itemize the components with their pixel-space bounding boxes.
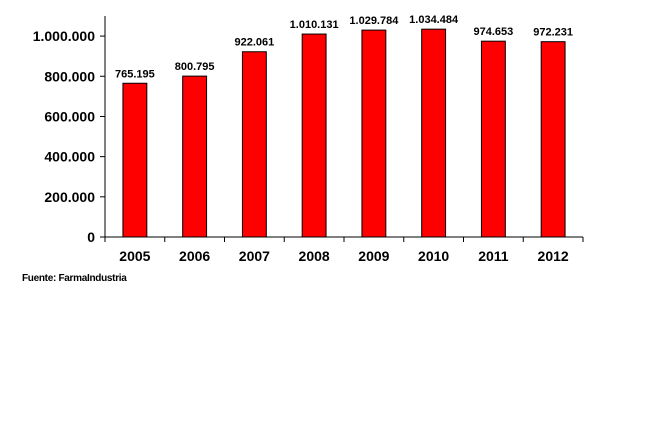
bar-2006	[182, 75, 208, 238]
bars: 765.195 800.795 922.061 1.010.131 1.029.784 1…	[115, 14, 573, 238]
bar-2010	[421, 28, 447, 238]
x-tick-label-2006: 2006	[179, 248, 210, 264]
x-tick-label-2007: 2007	[239, 248, 270, 264]
data-label-2012: 972.231	[533, 27, 573, 39]
y-tick-label: 1.000.000	[33, 28, 95, 44]
data-label-2007: 922.061	[234, 37, 274, 49]
bar-2012	[540, 41, 566, 238]
data-label-2006: 800.795	[175, 61, 215, 73]
bar-2005	[122, 82, 148, 238]
x-tick-label-2011: 2011	[478, 248, 509, 264]
y-axis: 0 200.000 400.000 600.000 800.000 1.000.000	[33, 16, 106, 245]
bar-2009	[361, 29, 387, 238]
x-tick-label-2009: 2009	[358, 248, 389, 264]
source-note: Fuente: FarmaIndustria	[22, 273, 127, 284]
x-axis: 2005 2006 2007 2008 2009 2010 2011 2012	[104, 236, 584, 264]
data-label-2008: 1.010.131	[290, 19, 339, 31]
data-label-2011: 974.653	[473, 26, 513, 38]
y-tick-label: 0	[87, 229, 95, 245]
y-tick-label: 200.000	[44, 189, 95, 205]
data-label-2010: 1.034.484	[409, 14, 459, 26]
x-tick-label-2012: 2012	[538, 248, 569, 264]
y-tick-label: 600.000	[44, 108, 95, 124]
y-tick-label: 400.000	[44, 149, 95, 165]
y-tick-label: 800.000	[44, 68, 95, 84]
x-tick-label-2010: 2010	[418, 248, 449, 264]
x-tick-label-2005: 2005	[119, 248, 150, 264]
bar-2011	[480, 40, 506, 238]
data-label-2005: 765.195	[115, 68, 155, 80]
x-tick-label-2008: 2008	[299, 248, 330, 264]
data-label-2009: 1.029.784	[349, 15, 399, 27]
bar-2007	[241, 51, 267, 238]
bar-2008	[301, 33, 327, 238]
